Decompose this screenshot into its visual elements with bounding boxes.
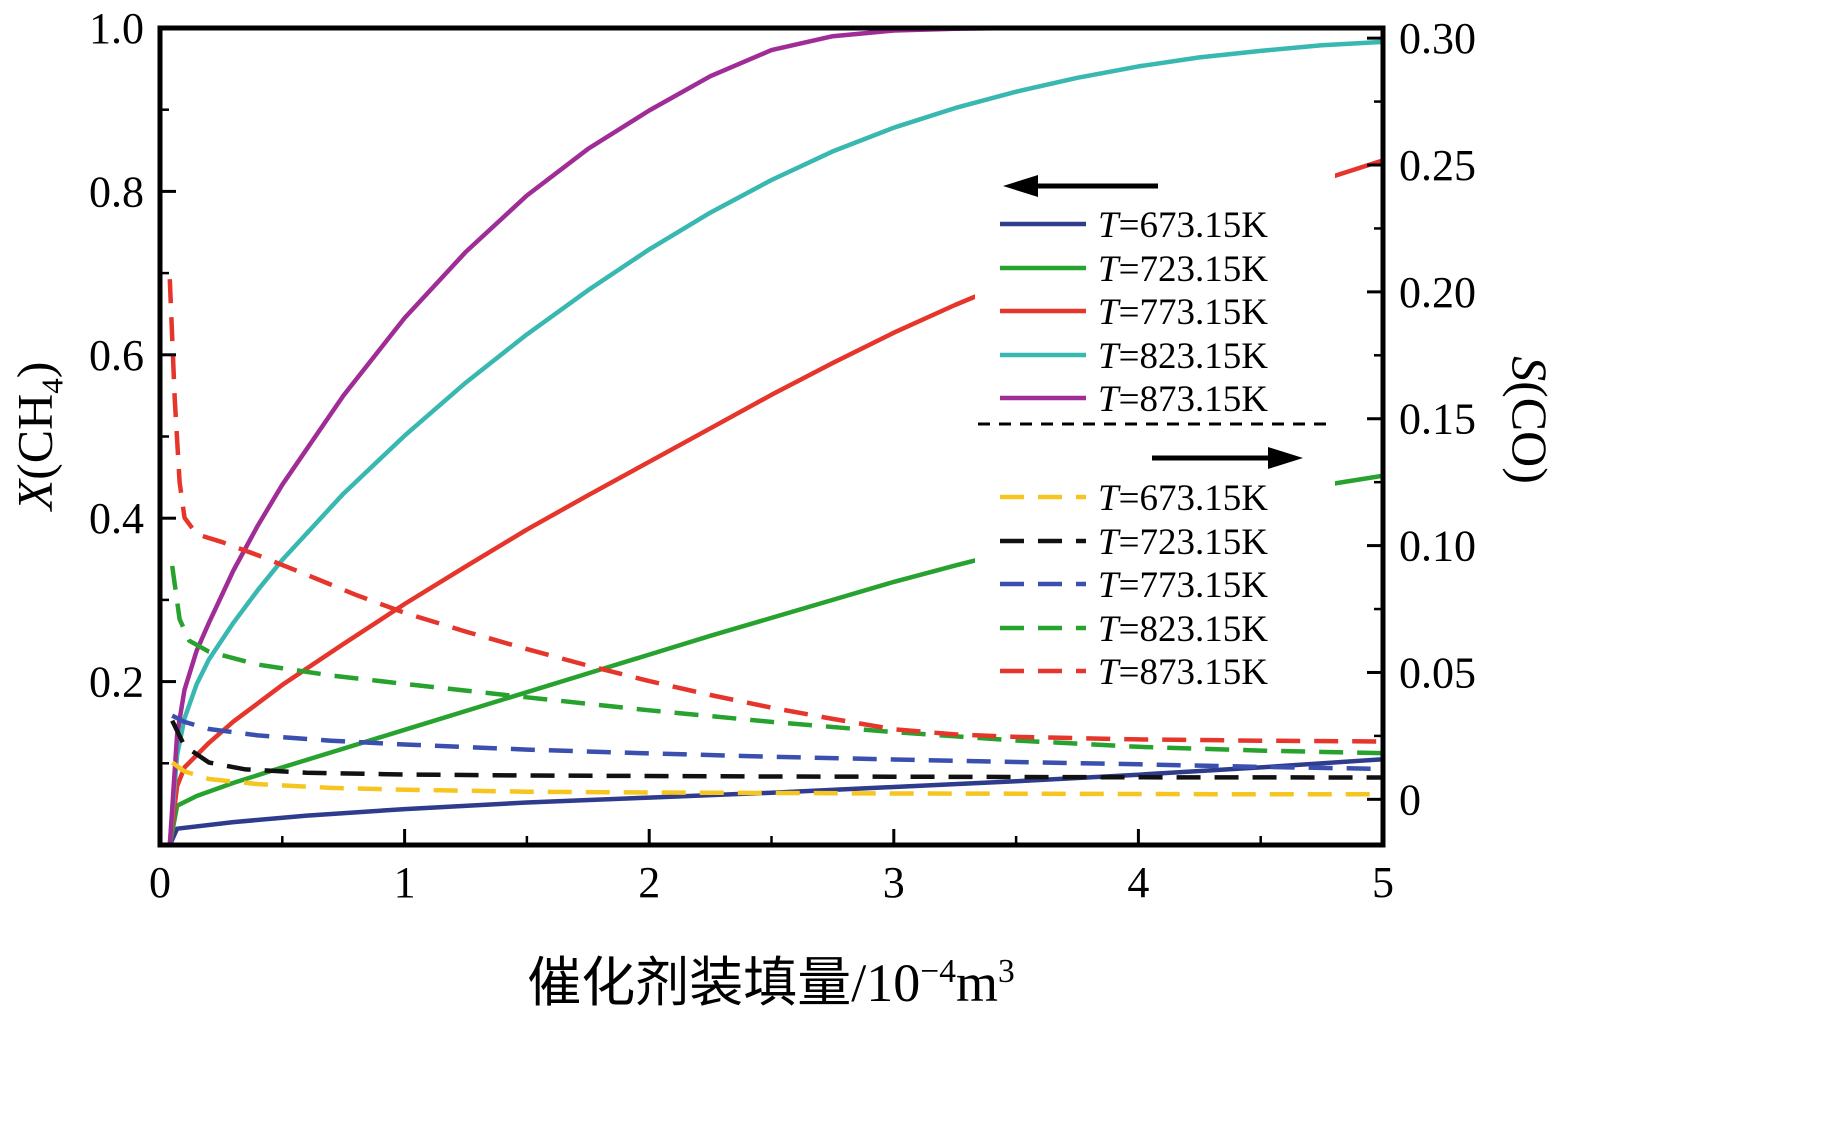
legend-label: T=723.15K [1098, 522, 1268, 563]
left-axis-title: X(CH4) [6, 362, 71, 511]
x-tick-label: 2 [638, 858, 660, 907]
left-tick-label: 1.0 [89, 4, 144, 53]
series-S-723 [170, 719, 1383, 780]
axes-layer: 0 1 2 3 4 5 0.2 0.4 0.6 0.8 1.0 0 0.05 0.10 0.15 0.20 0.… [89, 4, 1476, 907]
right-tick-label: 0.25 [1399, 141, 1476, 190]
legend-label: T=723.15K [1098, 249, 1268, 290]
right-tick-label: 0.20 [1399, 268, 1476, 317]
axis-title-part: −4 [920, 953, 956, 990]
axis-title-part: (CH [6, 393, 63, 480]
x-axis-title: 催化剂装填量/10−4m3 [527, 938, 1014, 1017]
left-tick-label: 0.4 [89, 494, 144, 543]
legend-arrow-right [1152, 447, 1303, 469]
axis-title-part: 3 [997, 953, 1015, 990]
legend: T=673.15KT=723.15KT=773.15KT=823.15KT=87… [975, 162, 1335, 697]
right-tick-label: 0.10 [1399, 522, 1476, 571]
legend-label: T=673.15K [1098, 478, 1268, 519]
legend-label: T=673.15K [1098, 205, 1268, 246]
left-tick-label: 0.6 [89, 331, 144, 380]
x-tick-label: 0 [149, 858, 171, 907]
legend-arrow-left [1003, 175, 1158, 197]
series-S-673 [170, 760, 1383, 797]
axis-title-part: 催化剂装填量/10 [527, 953, 921, 1013]
legend-background [975, 162, 1335, 697]
series-X-673 [167, 756, 1383, 845]
axis-title-part: X [6, 479, 63, 511]
right-tick-label: 0 [1399, 775, 1421, 824]
x-tick-label: 1 [394, 858, 416, 907]
x-tick-label: 5 [1372, 858, 1394, 907]
legend-label: T=773.15K [1098, 292, 1268, 333]
left-tick-label: 0.8 [89, 167, 144, 216]
legend-label: T=823.15K [1098, 336, 1268, 377]
axis-title-part: S [1502, 356, 1558, 382]
right-tick-label: 0.15 [1399, 395, 1476, 444]
series-S-773 [171, 713, 1383, 772]
right-axis-title: S(CO) [1501, 356, 1559, 484]
legend-label: T=823.15K [1098, 609, 1268, 650]
x-tick-label: 4 [1127, 858, 1149, 907]
x-tick-label: 3 [883, 858, 905, 907]
legend-label: T=873.15K [1098, 652, 1268, 693]
legend-label: T=873.15K [1098, 379, 1268, 420]
right-tick-label: 0.30 [1399, 14, 1476, 63]
right-tick-label: 0.05 [1399, 648, 1476, 697]
left-tick-label: 0.2 [89, 658, 144, 707]
series-S-873 [167, 279, 1383, 744]
legend-label: T=773.15K [1098, 565, 1268, 606]
series-S-823 [169, 565, 1383, 756]
axis-title-part: ) [6, 361, 63, 379]
series-X-823 [167, 39, 1383, 845]
axis-title-part: (CO) [1502, 381, 1558, 484]
axis-title-part: m [955, 953, 998, 1013]
axis-title-part: 4 [34, 378, 70, 394]
series-layer [167, 28, 1383, 845]
